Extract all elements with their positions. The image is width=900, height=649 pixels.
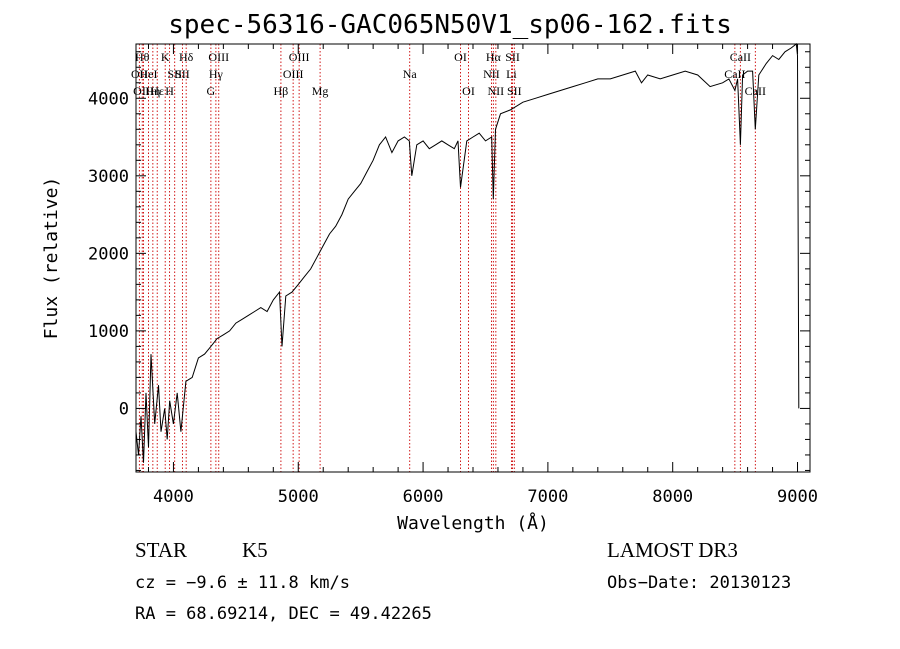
y-tick-label: 1000 bbox=[88, 322, 129, 342]
spectral-line-label: Mg bbox=[312, 84, 329, 98]
spectral-line-label: Hη bbox=[145, 84, 160, 98]
spectral-line-label: G bbox=[207, 84, 216, 98]
y-tick-label: 3000 bbox=[88, 167, 129, 187]
x-tick-label: 4000 bbox=[153, 487, 194, 507]
spectral-line-label: Hδ bbox=[179, 50, 194, 64]
spectral-line-label: OII bbox=[131, 67, 148, 81]
spectral-line-labels: OIIHθOIIIHeIHηHεKHSIISIIHδGHγOIIIHβOIIIO… bbox=[131, 50, 766, 98]
x-tick-label: 9000 bbox=[777, 487, 818, 507]
spectral-line-label: Hβ bbox=[274, 84, 289, 98]
x-tick-label: 7000 bbox=[527, 487, 568, 507]
coordinates: RA = 68.69214, DEC = 49.42265 bbox=[135, 604, 432, 624]
spectral-line-label: Hγ bbox=[209, 67, 224, 81]
spectral-line-label: Hα bbox=[486, 50, 502, 64]
spectral-line-label: OIII bbox=[283, 67, 304, 81]
spectral-line-label: Hθ bbox=[135, 50, 150, 64]
spectral-line-label: OIII bbox=[289, 50, 310, 64]
x-tick-label: 8000 bbox=[652, 487, 693, 507]
spectral-line-label: OI bbox=[462, 84, 475, 98]
spectral-line-label: K bbox=[161, 50, 170, 64]
y-tick-label: 2000 bbox=[88, 244, 129, 264]
spectrum-chart: OIIHθOIIIHeIHηHεKHSIISIIHδGHγOIIIHβOIIIO… bbox=[41, 10, 818, 534]
spectral-line-label: CaII bbox=[745, 84, 766, 98]
axis-ticks bbox=[136, 44, 810, 472]
spectral-line-label: Hε bbox=[150, 84, 164, 98]
redshift-cz: cz = −9.6 ± 11.8 km/s bbox=[135, 573, 350, 593]
survey-name: LAMOST DR3 bbox=[607, 538, 738, 562]
spectral-line-label: OIII bbox=[133, 84, 154, 98]
plot-frame bbox=[135, 43, 811, 473]
spectral-line-label: Li bbox=[506, 67, 517, 81]
chart-title: spec-56316-GAC065N50V1_sp06-162.fits bbox=[168, 10, 732, 40]
object-subclass: K5 bbox=[242, 538, 268, 562]
spectral-line-label: NII bbox=[483, 67, 500, 81]
spectral-line-label: OIII bbox=[208, 50, 229, 64]
observation-date: Obs−Date: 20130123 bbox=[607, 573, 792, 593]
y-axis-label: Flux (relative) bbox=[41, 177, 62, 340]
x-tick-label: 5000 bbox=[278, 487, 319, 507]
axis-tick-labels: 4000 5000 6000 7000 8000 9000 0 1000 2000 3000 400… bbox=[88, 89, 818, 507]
x-axis-label: Wavelength (Å) bbox=[397, 512, 549, 534]
spectral-line-label: OI bbox=[454, 50, 467, 64]
spectrum-series-line bbox=[135, 43, 800, 463]
spectral-line-label: SII bbox=[505, 50, 520, 64]
y-tick-label: 0 bbox=[119, 399, 129, 419]
spectral-line-label: SII bbox=[175, 67, 190, 81]
y-tick-label: 4000 bbox=[88, 89, 129, 109]
x-tick-label: 6000 bbox=[403, 487, 444, 507]
spectral-line-label: NII bbox=[488, 84, 505, 98]
spectral-line-markers bbox=[138, 44, 756, 472]
spectral-line-label: CaII bbox=[730, 50, 751, 64]
spectral-line-label: CaII bbox=[724, 67, 745, 81]
spectral-line-label: SII bbox=[507, 84, 522, 98]
object-class: STAR bbox=[135, 538, 187, 562]
spectral-line-label: Na bbox=[403, 67, 418, 81]
spectral-line-label: HeI bbox=[139, 67, 157, 81]
spectral-line-label: SII bbox=[167, 67, 182, 81]
spectral-line-label: H bbox=[165, 84, 174, 98]
